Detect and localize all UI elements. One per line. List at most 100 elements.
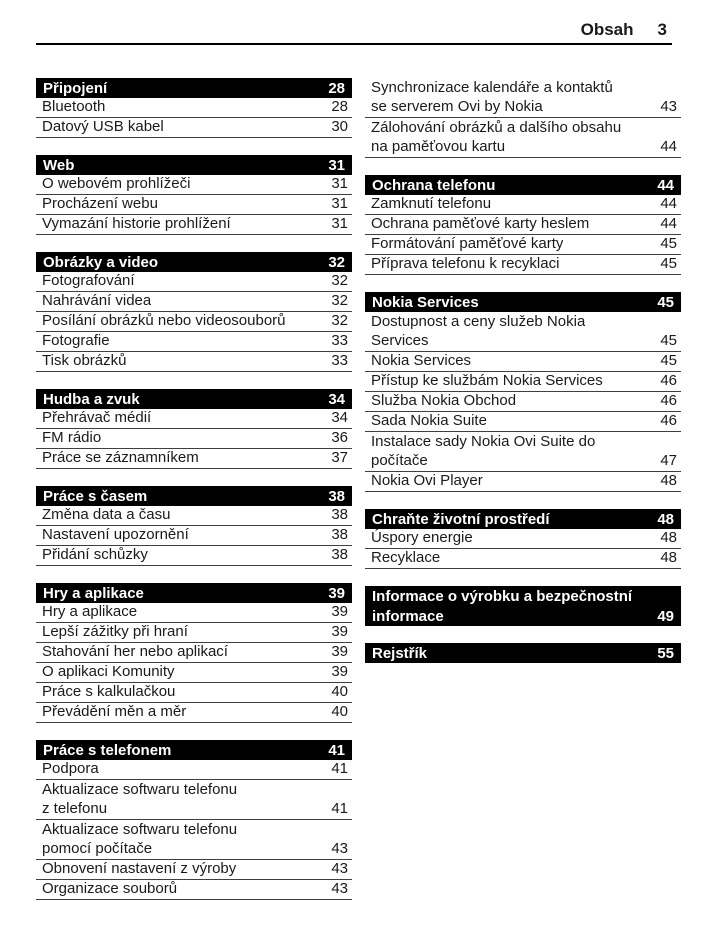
toc-section: Práce s časem 38 Změna data a času 38 Nastav… <box>36 486 352 566</box>
entry-page-number: 43 <box>660 98 677 115</box>
entry-page-number: 41 <box>331 760 348 777</box>
page-header: Obsah 3 <box>36 20 672 45</box>
entry-page-number: 45 <box>660 332 677 349</box>
entry-title: O webovém prohlížeči <box>42 175 191 192</box>
entry-title: Práce s kalkulačkou <box>42 683 176 700</box>
entry-title: Služba Nokia Obchod <box>371 392 517 409</box>
entry-title: Nokia Services <box>371 352 472 369</box>
entry-page-number: 44 <box>660 195 677 212</box>
toc-entry: Úspory energie 48 <box>365 529 681 549</box>
entry-page-number: 45 <box>660 235 677 252</box>
entry-page-number: 38 <box>331 526 348 543</box>
toc-column-2: Synchronizace kalendáře a kontaktů se ser… <box>365 78 681 680</box>
entry-title: Ochrana paměťové karty heslem <box>371 215 590 232</box>
entry-page-number: 36 <box>331 429 348 446</box>
toc-entry: O aplikaci Komunity 39 <box>36 663 352 683</box>
section-title: Rejstřík <box>372 644 428 662</box>
entry-page-number: 44 <box>660 138 677 155</box>
entry-title-continuation: se serverem Ovi by Nokia <box>371 98 543 115</box>
entry-title: Úspory energie <box>371 529 473 546</box>
toc-section: Synchronizace kalendáře a kontaktů se ser… <box>365 78 681 158</box>
entry-title: Lepší zážitky při hraní <box>42 623 188 640</box>
entry-title-continuation: z telefonu <box>42 800 108 817</box>
toc-entry: Hry a aplikace 39 <box>36 603 352 623</box>
section-header: Nokia Services 45 <box>365 292 681 312</box>
toc-entry-line: Aktualizace softwaru telefonu <box>36 820 352 840</box>
entry-title: Recyklace <box>371 549 441 566</box>
section-header: Chraňte životní prostředí 48 <box>365 509 681 529</box>
entry-page-number: 47 <box>660 452 677 469</box>
toc-entry: Práce s kalkulačkou 40 <box>36 683 352 703</box>
entry-title: Aktualizace softwaru telefonu <box>42 781 238 798</box>
entry-title: Instalace sady Nokia Ovi Suite do <box>371 433 596 450</box>
section-header: Práce s telefonem 41 <box>36 740 352 760</box>
section-page-number: 32 <box>328 253 345 271</box>
entry-title: Změna data a času <box>42 506 171 523</box>
toc-entry: Stahování her nebo aplikací 39 <box>36 643 352 663</box>
section-header: Rejstřík 55 <box>365 643 681 663</box>
section-page-number: 55 <box>657 644 674 662</box>
entry-page-number: 30 <box>331 118 348 135</box>
section-header-line: Ochrana telefonu 44 <box>365 175 681 195</box>
toc-entry: Nokia Services 45 <box>365 352 681 372</box>
section-page-number: 49 <box>657 607 674 625</box>
entry-title: Přidání schůzky <box>42 546 148 563</box>
section-page-number: 45 <box>657 293 674 311</box>
section-header-line: Obrázky a video 32 <box>36 252 352 272</box>
entry-page-number: 39 <box>331 623 348 640</box>
header-title: Obsah <box>580 20 634 39</box>
section-header-line: Nokia Services 45 <box>365 292 681 312</box>
toc-entry: Nokia Ovi Player 48 <box>365 472 681 492</box>
section-header: Hudba a zvuk 34 <box>36 389 352 409</box>
toc-entry: Nahrávání videa 32 <box>36 292 352 312</box>
entry-page-number: 32 <box>331 292 348 309</box>
toc-entry: Fotografie 33 <box>36 332 352 352</box>
section-header: Informace o výrobku a bezpečnostní inform… <box>365 586 681 626</box>
section-title: Hudba a zvuk <box>43 390 140 408</box>
toc-entry: Příprava telefonu k recyklaci 45 <box>365 255 681 275</box>
entry-page-number: 28 <box>331 98 348 115</box>
section-title: Obrázky a video <box>43 253 159 271</box>
section-header-line: informace 49 <box>365 606 681 626</box>
toc-entry: O webovém prohlížeči 31 <box>36 175 352 195</box>
entry-title-continuation: pomocí počítače <box>42 840 153 857</box>
section-header-line: Připojení 28 <box>36 78 352 98</box>
toc-columns: Připojení 28 Bluetooth 28 Datový USB kabel 30… <box>36 78 681 917</box>
toc-entry: Lepší zážitky při hraní 39 <box>36 623 352 643</box>
toc-section: Web 31 O webovém prohlížeči 31 Procházení we… <box>36 155 352 235</box>
toc-column-1: Připojení 28 Bluetooth 28 Datový USB kabel 30… <box>36 78 352 917</box>
section-title-continuation: informace <box>372 607 444 625</box>
entry-title: Dostupnost a ceny služeb Nokia <box>371 313 586 330</box>
toc-entry: Práce se záznamníkem 37 <box>36 449 352 469</box>
section-title: Práce s telefonem <box>43 741 172 759</box>
toc-section: Informace o výrobku a bezpečnostní inform… <box>365 586 681 626</box>
entry-title: Nahrávání videa <box>42 292 152 309</box>
toc-entry: Převádění měn a měr 40 <box>36 703 352 723</box>
section-title: Hry a aplikace <box>43 584 144 602</box>
toc-entry-line: Aktualizace softwaru telefonu <box>36 780 352 800</box>
toc-section: Chraňte životní prostředí 48 Úspory energi… <box>365 509 681 569</box>
entry-page-number: 39 <box>331 663 348 680</box>
entry-page-number: 39 <box>331 643 348 660</box>
section-header: Práce s časem 38 <box>36 486 352 506</box>
entry-title: Sada Nokia Suite <box>371 412 487 429</box>
entry-page-number: 43 <box>331 860 348 877</box>
entry-page-number: 41 <box>331 800 348 817</box>
toc-entry: Bluetooth 28 <box>36 98 352 118</box>
entry-page-number: 48 <box>660 529 677 546</box>
entry-page-number: 45 <box>660 255 677 272</box>
toc-entry: Sada Nokia Suite 46 <box>365 412 681 432</box>
section-page-number: 34 <box>328 390 345 408</box>
entry-page-number: 38 <box>331 546 348 563</box>
section-header-line: Web 31 <box>36 155 352 175</box>
toc-entry-line: Instalace sady Nokia Ovi Suite do <box>365 432 681 452</box>
section-header: Hry a aplikace 39 <box>36 583 352 603</box>
section-header: Ochrana telefonu 44 <box>365 175 681 195</box>
toc-entry: Fotografování 32 <box>36 272 352 292</box>
toc-entry-line: Dostupnost a ceny služeb Nokia <box>365 312 681 332</box>
entry-title: Podpora <box>42 760 99 777</box>
entry-page-number: 45 <box>660 352 677 369</box>
toc-entry: Procházení webu 31 <box>36 195 352 215</box>
section-page-number: 44 <box>657 176 674 194</box>
